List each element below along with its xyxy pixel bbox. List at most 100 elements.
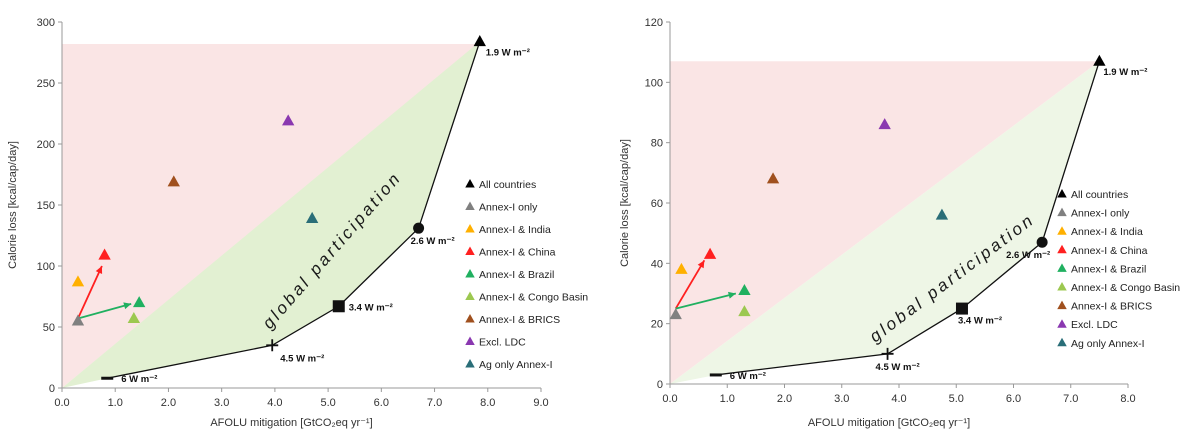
- radiative-forcing-label: 2.6 W m⁻²: [1006, 250, 1050, 261]
- data-point-annex-i-china: [98, 248, 111, 260]
- data-point-annex-i-brazil: [132, 296, 146, 308]
- legend-entry: Annex-I & China: [479, 247, 556, 259]
- x-axis-label: AFOLU mitigation [GtCO₂eq yr⁻¹]: [808, 417, 970, 429]
- data-point-annex-i-china: [703, 247, 717, 259]
- data-point-all-countries: [473, 35, 486, 47]
- frontier-marker-2p6wm2: [1036, 236, 1048, 248]
- frontier-marker-2p6wm2: [413, 222, 425, 234]
- x-tick-label: 5.0: [949, 393, 964, 405]
- data-point-annex-i-congo-basin: [127, 311, 141, 324]
- x-tick-label: 0.0: [54, 397, 69, 409]
- frontier-marker-3p4wm2: [332, 300, 345, 313]
- data-point-annex-i-india: [675, 262, 688, 274]
- legend-entry: Annex-I & BRICS: [1071, 301, 1152, 313]
- legend-marker: [465, 336, 475, 345]
- x-tick-label: 2.0: [777, 393, 792, 405]
- data-point-annex-i-congo-basin: [738, 305, 751, 317]
- y-tick-label: 60: [651, 198, 663, 210]
- legend-marker: [465, 291, 475, 300]
- legend-entry: Ag only Annex-I: [479, 359, 553, 371]
- radiative-forcing-label: 1.9 W m⁻²: [1103, 67, 1147, 78]
- x-tick-label: 2.0: [161, 397, 176, 409]
- feasible-region-shading: [62, 41, 480, 389]
- legend-entry: All countries: [1071, 189, 1128, 201]
- y-tick-label: 0: [657, 379, 663, 391]
- legend-entry: Annex-I & Congo Basin: [1071, 282, 1180, 294]
- legend-marker: [465, 359, 475, 368]
- radiative-forcing-label: 3.4 W m⁻²: [349, 302, 393, 313]
- feasible-region-shading: [670, 61, 1100, 384]
- legend-entry: Annex-I & BRICS: [479, 314, 560, 326]
- x-tick-label: 9.0: [533, 397, 548, 409]
- radiative-forcing-label: 1.9 W m⁻²: [486, 48, 530, 59]
- x-tick-label: 7.0: [1063, 393, 1078, 405]
- y-tick-label: 200: [37, 139, 55, 151]
- data-point-annex-i-brics: [167, 175, 180, 187]
- arrow-head: [697, 260, 705, 269]
- frontier-marker-4p5wm2: [881, 347, 894, 360]
- data-point-ag-only-annex-i: [935, 208, 949, 220]
- x-tick-label: 6.0: [374, 397, 389, 409]
- legend-entry: Annex-I & India: [1071, 226, 1143, 238]
- frontier-marker-3p4wm2: [955, 302, 968, 315]
- x-tick-label: 0.0: [662, 393, 677, 405]
- radiative-forcing-label: 6 W m⁻²: [121, 374, 157, 385]
- arrow-shaft: [77, 265, 103, 319]
- y-tick-label: 300: [37, 17, 55, 29]
- legend-entry: Excl. LDC: [1071, 319, 1118, 331]
- radiative-forcing-label: 2.6 W m⁻²: [411, 236, 455, 247]
- legend-entry: Annex-I & India: [479, 224, 551, 236]
- legend-entry: Annex-I & Brazil: [479, 269, 554, 281]
- legend-marker: [1057, 319, 1067, 328]
- legend-marker: [1057, 337, 1067, 347]
- x-tick-label: 8.0: [480, 397, 495, 409]
- x-tick-label: 3.0: [834, 393, 849, 405]
- legend-marker: [465, 314, 475, 323]
- arrow-shaft: [675, 292, 737, 310]
- x-tick-label: 3.0: [214, 397, 229, 409]
- legend-marker: [465, 269, 475, 278]
- legend-marker: [1057, 300, 1067, 310]
- legend-marker: [1057, 244, 1067, 254]
- arrow-shaft: [674, 259, 706, 310]
- x-tick-label: 7.0: [427, 397, 442, 409]
- data-point-annex-i-brics: [766, 172, 780, 184]
- legend-entry: Annex-I only: [1071, 208, 1130, 220]
- legend-marker: [1057, 282, 1067, 291]
- left-chart-panel: 0 50 100 150 200 250 300 0.0 1.0 2.0 3.0 4.0 5.0 6.0 7…: [7, 17, 588, 429]
- y-tick-label: 100: [645, 77, 663, 89]
- x-tick-label: 4.0: [891, 393, 906, 405]
- data-point-all-countries: [1093, 54, 1106, 66]
- x-tick-label: 4.0: [267, 397, 282, 409]
- data-point-annex-i-brazil: [738, 283, 751, 296]
- x-tick-label: 1.0: [720, 393, 735, 405]
- y-axis-label: Calorie loss [kcal/cap/day]: [619, 139, 631, 267]
- legend-entry: Annex-I only: [479, 202, 538, 214]
- y-tick-label: 250: [37, 78, 55, 90]
- y-tick-label: 0: [49, 383, 55, 395]
- arrow-head: [95, 266, 103, 274]
- legend-entry: Annex-I & Brazil: [1071, 263, 1146, 275]
- legend-marker: [1057, 226, 1067, 235]
- legend-marker: [1057, 207, 1067, 217]
- data-point-excl-ldc: [878, 118, 891, 130]
- y-tick-label: 40: [651, 258, 663, 270]
- legend-entry: Annex-I & China: [1071, 245, 1148, 257]
- x-tick-label: 6.0: [1006, 393, 1021, 405]
- y-tick-label: 150: [37, 200, 55, 212]
- legend-marker: [1057, 263, 1067, 272]
- data-point-ag-only-annex-i: [305, 211, 319, 223]
- x-tick-label: 8.0: [1120, 393, 1135, 405]
- y-tick-label: 20: [651, 319, 663, 331]
- radiative-forcing-label: 4.5 W m⁻²: [876, 362, 920, 373]
- data-point-annex-i-india: [71, 275, 85, 287]
- legend-marker: [465, 201, 475, 210]
- x-axis-label: AFOLU mitigation [GtCO₂eq yr⁻¹]: [210, 417, 372, 429]
- legend-entry: Annex-I & Congo Basin: [479, 292, 588, 304]
- legend-entry: Ag only Annex-I: [1071, 338, 1145, 350]
- data-point-annex-i-only: [669, 308, 682, 320]
- y-axis-label: Calorie loss [kcal/cap/day]: [7, 141, 19, 269]
- legend-entry: All countries: [479, 179, 536, 191]
- legend-marker: [465, 179, 475, 188]
